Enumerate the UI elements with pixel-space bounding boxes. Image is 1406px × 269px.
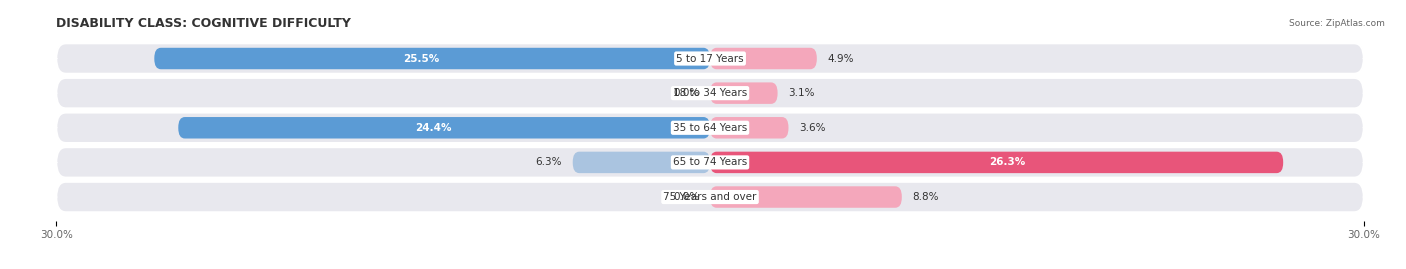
FancyBboxPatch shape	[56, 112, 1364, 143]
Text: 35 to 64 Years: 35 to 64 Years	[673, 123, 747, 133]
Text: 18 to 34 Years: 18 to 34 Years	[673, 88, 747, 98]
FancyBboxPatch shape	[56, 182, 1364, 212]
FancyBboxPatch shape	[572, 152, 710, 173]
FancyBboxPatch shape	[710, 186, 901, 208]
FancyBboxPatch shape	[179, 117, 710, 139]
Text: 0.0%: 0.0%	[673, 88, 699, 98]
FancyBboxPatch shape	[710, 117, 789, 139]
Text: 8.8%: 8.8%	[912, 192, 939, 202]
Text: 0.0%: 0.0%	[673, 192, 699, 202]
Text: 24.4%: 24.4%	[415, 123, 451, 133]
FancyBboxPatch shape	[56, 147, 1364, 178]
FancyBboxPatch shape	[710, 152, 1284, 173]
FancyBboxPatch shape	[710, 82, 778, 104]
FancyBboxPatch shape	[56, 78, 1364, 108]
Text: 65 to 74 Years: 65 to 74 Years	[673, 157, 747, 167]
FancyBboxPatch shape	[710, 48, 817, 69]
Text: 3.1%: 3.1%	[789, 88, 815, 98]
Text: 6.3%: 6.3%	[536, 157, 562, 167]
Text: 75 Years and over: 75 Years and over	[664, 192, 756, 202]
Text: 26.3%: 26.3%	[990, 157, 1025, 167]
Text: 25.5%: 25.5%	[404, 54, 440, 63]
Text: 3.6%: 3.6%	[800, 123, 825, 133]
FancyBboxPatch shape	[155, 48, 710, 69]
Text: 5 to 17 Years: 5 to 17 Years	[676, 54, 744, 63]
Text: DISABILITY CLASS: COGNITIVE DIFFICULTY: DISABILITY CLASS: COGNITIVE DIFFICULTY	[56, 17, 352, 30]
Text: 4.9%: 4.9%	[828, 54, 855, 63]
Text: Source: ZipAtlas.com: Source: ZipAtlas.com	[1289, 19, 1385, 28]
FancyBboxPatch shape	[56, 43, 1364, 74]
